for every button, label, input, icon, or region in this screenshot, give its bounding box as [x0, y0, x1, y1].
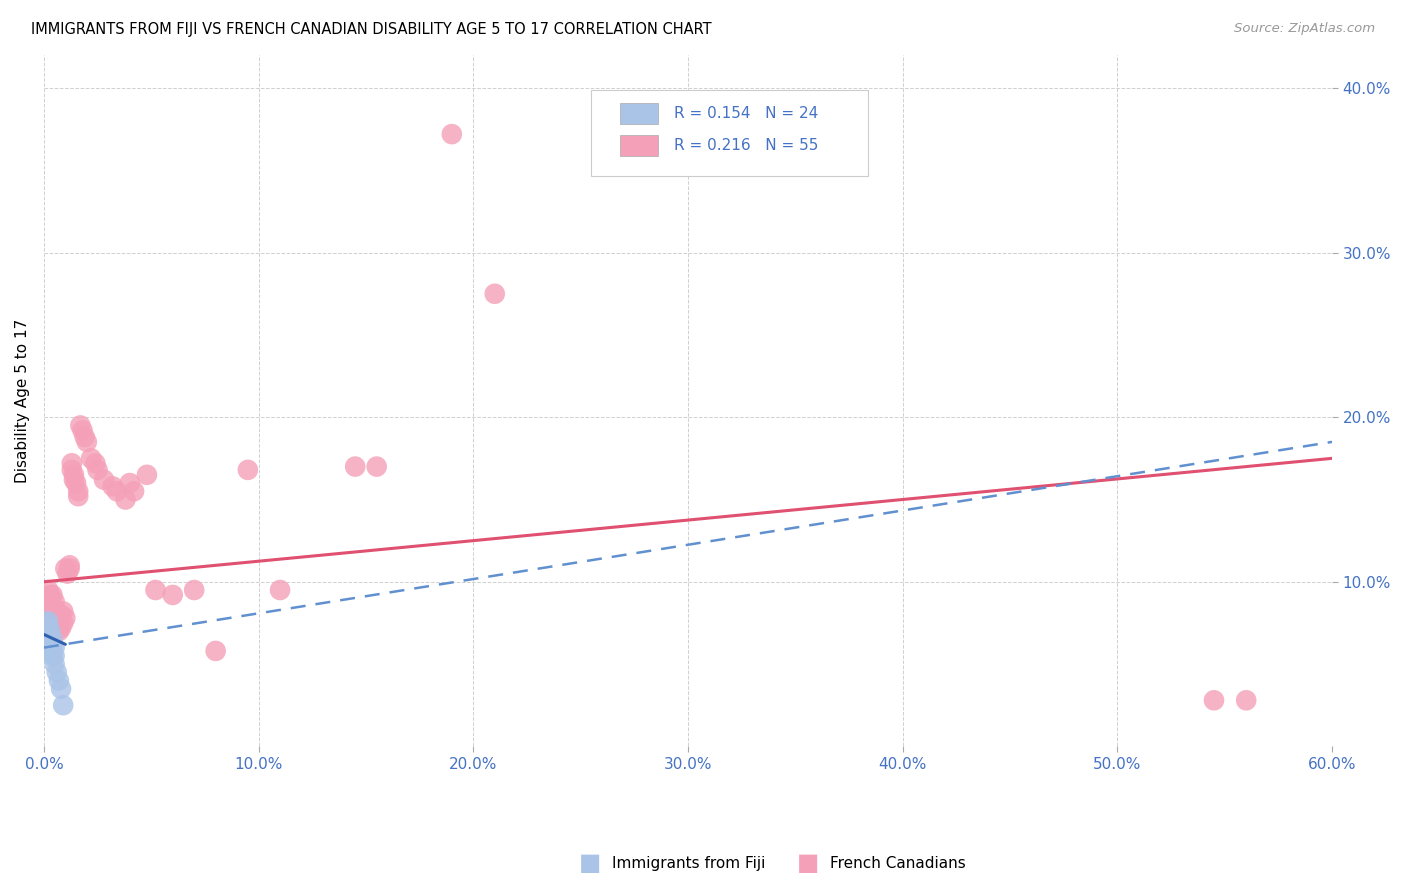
Point [80, 451, 103, 466]
Text: Immigrants from Fiji: Immigrants from Fiji [612, 856, 765, 871]
Text: ■: ■ [797, 852, 820, 875]
Point [44, 604, 66, 618]
Point [269, 582, 291, 597]
Point [60, 456, 83, 470]
Point [344, 459, 367, 474]
Point [105, 484, 128, 499]
Text: R = 0.216   N = 55: R = 0.216 N = 55 [673, 138, 818, 153]
Point [39, 644, 62, 658]
Point [35, 615, 58, 630]
Point [67, 489, 90, 503]
Point [37, 582, 59, 597]
Point [48, 611, 70, 625]
Point [44, 640, 66, 655]
Point [44, 594, 66, 608]
Point [114, 492, 136, 507]
Point [32, 644, 55, 658]
Point [162, 588, 184, 602]
Point [37, 621, 59, 635]
Point [44, 657, 66, 671]
Point [39, 631, 62, 645]
Point [49, 681, 72, 696]
Text: ■: ■ [579, 852, 602, 875]
Point [41, 588, 63, 602]
Point [69, 418, 91, 433]
Point [73, 430, 96, 444]
Point [1234, 693, 1257, 707]
Point [45, 604, 67, 618]
Point [37, 627, 59, 641]
Point [183, 582, 205, 597]
Text: R = 0.154   N = 24: R = 0.154 N = 24 [673, 106, 818, 121]
Point [32, 640, 55, 655]
Point [204, 644, 226, 658]
Point [37, 615, 59, 629]
Point [35, 621, 58, 635]
Point [52, 615, 75, 630]
Point [45, 615, 67, 630]
FancyBboxPatch shape [592, 90, 869, 176]
Point [53, 611, 76, 625]
FancyBboxPatch shape [620, 136, 658, 156]
Point [41, 640, 63, 655]
Point [56, 566, 79, 581]
Point [41, 632, 63, 647]
Point [39, 624, 62, 639]
Point [63, 467, 86, 482]
Point [41, 648, 63, 663]
Point [35, 632, 58, 647]
Point [484, 286, 506, 301]
Point [145, 582, 167, 597]
Point [366, 459, 388, 474]
Point [59, 561, 82, 575]
Point [118, 476, 141, 491]
Point [44, 648, 66, 663]
Point [101, 479, 124, 493]
Point [45, 665, 67, 680]
Point [39, 637, 62, 651]
Point [1202, 693, 1225, 707]
FancyBboxPatch shape [620, 103, 658, 124]
Text: Source: ZipAtlas.com: Source: ZipAtlas.com [1234, 22, 1375, 36]
Point [35, 627, 58, 641]
Point [67, 484, 90, 499]
Point [49, 607, 72, 622]
Point [59, 558, 82, 573]
Point [41, 607, 63, 622]
Point [84, 456, 107, 470]
Point [63, 473, 86, 487]
Point [60, 463, 83, 477]
Point [52, 604, 75, 618]
Point [122, 484, 145, 499]
Y-axis label: Disability Age 5 to 17: Disability Age 5 to 17 [15, 318, 30, 483]
Point [39, 594, 62, 608]
Point [44, 611, 66, 625]
Point [236, 463, 259, 477]
Point [53, 561, 76, 575]
Point [76, 434, 98, 449]
Point [72, 423, 94, 437]
Point [41, 599, 63, 614]
Point [136, 467, 159, 482]
Point [440, 127, 463, 141]
Text: IMMIGRANTS FROM FIJI VS FRENCH CANADIAN DISABILITY AGE 5 TO 17 CORRELATION CHART: IMMIGRANTS FROM FIJI VS FRENCH CANADIAN … [31, 22, 711, 37]
Point [93, 473, 115, 487]
Point [37, 637, 59, 651]
Point [48, 673, 70, 688]
Point [48, 624, 70, 639]
Point [65, 476, 87, 491]
Point [86, 463, 108, 477]
Point [52, 698, 75, 713]
Point [49, 621, 72, 635]
Point [39, 588, 62, 602]
Text: French Canadians: French Canadians [830, 856, 966, 871]
